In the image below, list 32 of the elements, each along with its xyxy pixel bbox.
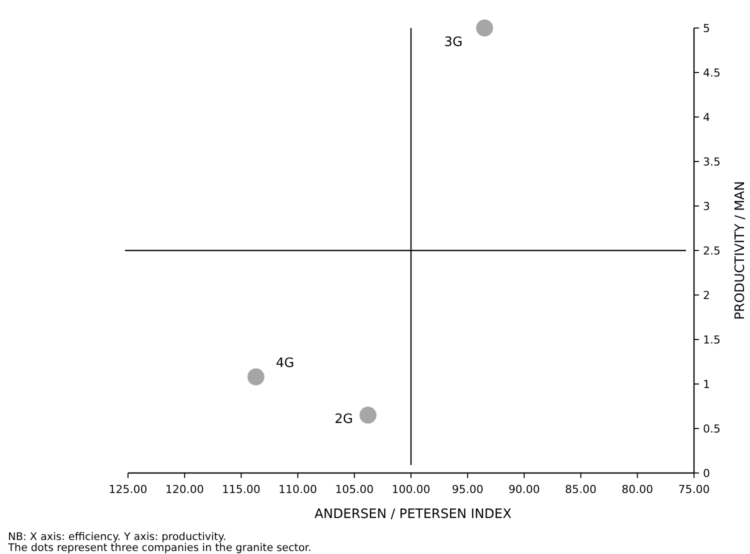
y-tick-label: 0.5 — [703, 422, 720, 436]
point — [359, 406, 376, 424]
x-tick-label: 105.00 — [335, 483, 374, 496]
y-tick-label: 0 — [703, 467, 710, 480]
y-tick-label: 3.5 — [703, 156, 720, 168]
x-tick-label: 95.00 — [452, 483, 484, 496]
x-tick-label: 80.00 — [622, 483, 654, 496]
text: The dots represent three companies in the granite sector. — [7, 542, 312, 554]
y-tick-label: 2 — [703, 289, 710, 302]
x-tick-label: 115.00 — [222, 483, 260, 496]
x-axis-title: ANDERSEN / PETERSEN INDEX — [314, 507, 512, 522]
x-tick-label: 120.00 — [165, 483, 204, 496]
y-tick-label: 5 — [703, 22, 710, 35]
y-tick-label: 1.5 — [703, 334, 720, 346]
x-tick-label: 125.00 — [108, 483, 148, 496]
annotation: 3G — [444, 35, 463, 50]
y-axis-title: PRODUCTIVITY / MAN — [733, 181, 748, 320]
x-tick-label: 90.00 — [508, 483, 540, 496]
x-tick-label: 110.00 — [278, 483, 318, 496]
x-tick-label: 85.00 — [565, 483, 597, 496]
point — [247, 368, 264, 386]
y-tick-label: 2.5 — [703, 244, 720, 258]
point — [476, 20, 494, 36]
annotation: 4G — [276, 356, 294, 371]
y-tick-label: 4.5 — [703, 66, 720, 80]
y-tick-label: 4 — [703, 111, 710, 124]
y-tick-label: 1 — [703, 378, 710, 391]
x-tick-label: 100.00 — [392, 483, 430, 496]
text: NB: X axis: efficiency. Y axis: productivity. — [8, 531, 226, 543]
x-tick-label: 75.00 — [678, 483, 710, 496]
annotation: 2G — [334, 412, 353, 428]
y-tick-label: 3 — [703, 200, 710, 213]
